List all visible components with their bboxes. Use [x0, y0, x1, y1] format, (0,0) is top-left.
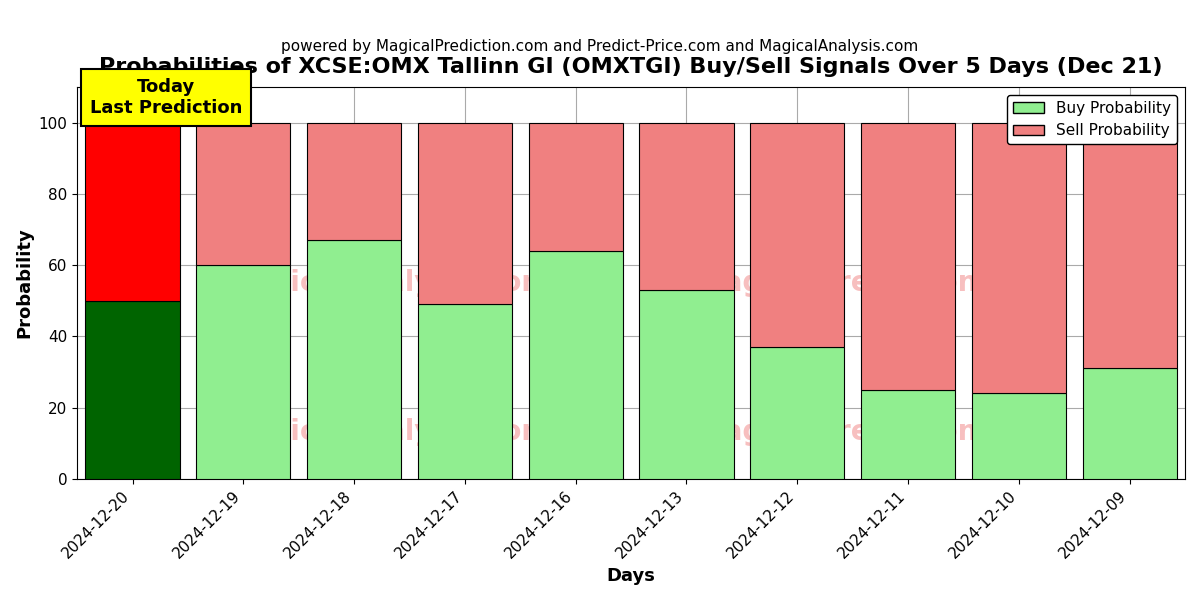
Text: powered by MagicalPrediction.com and Predict-Price.com and MagicalAnalysis.com: powered by MagicalPrediction.com and Pre… — [281, 39, 919, 54]
Bar — [197, 122, 290, 265]
Bar — [750, 122, 845, 347]
Bar — [972, 393, 1066, 479]
Text: MagicalPrediction.com: MagicalPrediction.com — [696, 418, 1054, 446]
Text: Today
Last Prediction: Today Last Prediction — [90, 78, 242, 117]
Bar — [85, 122, 180, 301]
Bar — [307, 240, 401, 479]
Legend: Buy Probability, Sell Probability: Buy Probability, Sell Probability — [1007, 95, 1177, 145]
Bar — [529, 251, 623, 479]
Bar — [860, 390, 955, 479]
Bar — [750, 347, 845, 479]
Bar — [307, 122, 401, 240]
Bar — [418, 122, 512, 304]
Bar — [85, 301, 180, 479]
Bar — [640, 290, 733, 479]
Y-axis label: Probability: Probability — [14, 227, 32, 338]
Bar — [418, 304, 512, 479]
X-axis label: Days: Days — [607, 567, 655, 585]
Bar — [529, 122, 623, 251]
Text: MagicalAnalysis.com: MagicalAnalysis.com — [224, 418, 551, 446]
Text: MagicalPrediction.com: MagicalPrediction.com — [696, 269, 1054, 297]
Text: MagicalAnalysis.com: MagicalAnalysis.com — [224, 269, 551, 297]
Bar — [1082, 368, 1177, 479]
Bar — [640, 122, 733, 290]
Bar — [197, 265, 290, 479]
Bar — [860, 122, 955, 390]
Bar — [1082, 122, 1177, 368]
Title: Probabilities of XCSE:OMX Tallinn GI (OMXTGI) Buy/Sell Signals Over 5 Days (Dec : Probabilities of XCSE:OMX Tallinn GI (OM… — [100, 57, 1163, 77]
Bar — [972, 122, 1066, 393]
